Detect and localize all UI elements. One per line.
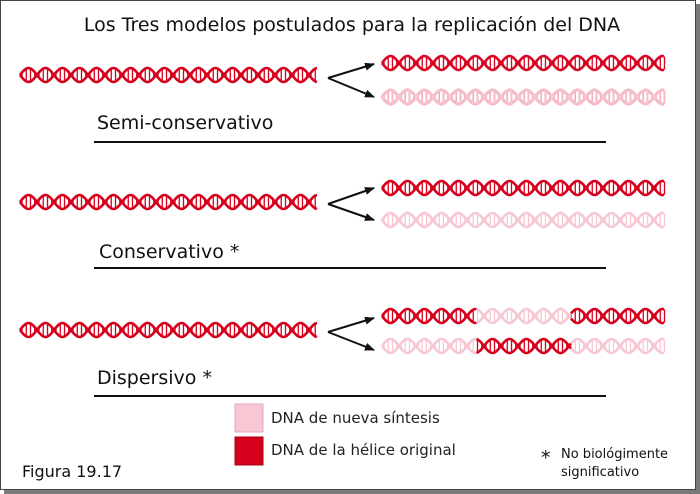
helix-strand-b (18, 66, 318, 84)
helix-strand-a (18, 193, 318, 211)
legend-label-new: DNA de nueva síntesis (271, 409, 440, 427)
helix-strand-b (570, 337, 665, 355)
daughter-helix-bottom (380, 337, 666, 355)
helix-strand-b (380, 337, 477, 355)
daughter-helix-top (380, 54, 666, 72)
model-label-conservativo: Conservativo * (99, 241, 239, 263)
daughter-helix-bottom (380, 211, 666, 229)
helix-strand-b (570, 307, 665, 325)
helix-strand-b (18, 193, 318, 211)
parent-helix (18, 321, 318, 339)
model-semi-conservativo: Semi-conservativo (18, 54, 666, 143)
helix-strand-a (380, 54, 665, 72)
helix-strand-b (476, 307, 573, 325)
helix-strand-a (380, 211, 665, 229)
helix-strand-b (380, 179, 665, 197)
footnote-asterisk: * (541, 447, 551, 469)
legend-swatch-original (234, 436, 264, 466)
model-label-semi-conservativo: Semi-conservativo (97, 112, 273, 134)
daughter-helix-top (380, 307, 666, 325)
legend-label-original: DNA de la hélice original (271, 441, 456, 459)
helix-strand-b (476, 337, 573, 355)
legend-swatch-new (234, 403, 264, 433)
helix-strand-b (380, 88, 665, 106)
parent-helix (18, 66, 318, 84)
parent-helix (18, 193, 318, 211)
footnote: * No biológimente significativo (541, 447, 668, 480)
helix-strand-b (380, 54, 665, 72)
figure-label: Figura 19.17 (22, 462, 122, 481)
helix-strand-a (18, 321, 318, 339)
helix-strand-b (18, 321, 318, 339)
replication-arrows (327, 187, 375, 221)
daughter-helix-top (380, 179, 666, 197)
legend: DNA de nueva síntesis DNA de la hélice o… (234, 403, 456, 466)
helix-strand-a (380, 179, 665, 197)
replication-arrows (327, 316, 375, 351)
footnote-line-1: No biológimente (561, 447, 668, 462)
helix-strand-a (476, 307, 573, 325)
helix-strand-a (476, 337, 573, 355)
model-conservativo: Conservativo * (18, 179, 666, 269)
model-dispersivo: Dispersivo * (18, 307, 666, 397)
footnote-line-2: significativo (561, 465, 639, 480)
helix-strand-a (380, 88, 665, 106)
replication-arrows (327, 62, 375, 98)
helix-strand-a (18, 66, 318, 84)
helix-strand-a (380, 307, 477, 325)
model-label-dispersivo: Dispersivo * (97, 367, 212, 389)
helix-strand-a (380, 337, 477, 355)
daughter-helix-bottom (380, 88, 666, 106)
helix-strand-b (380, 211, 665, 229)
helix-strand-b (380, 307, 477, 325)
diagram-title: Los Tres modelos postulados para la repl… (84, 14, 620, 36)
